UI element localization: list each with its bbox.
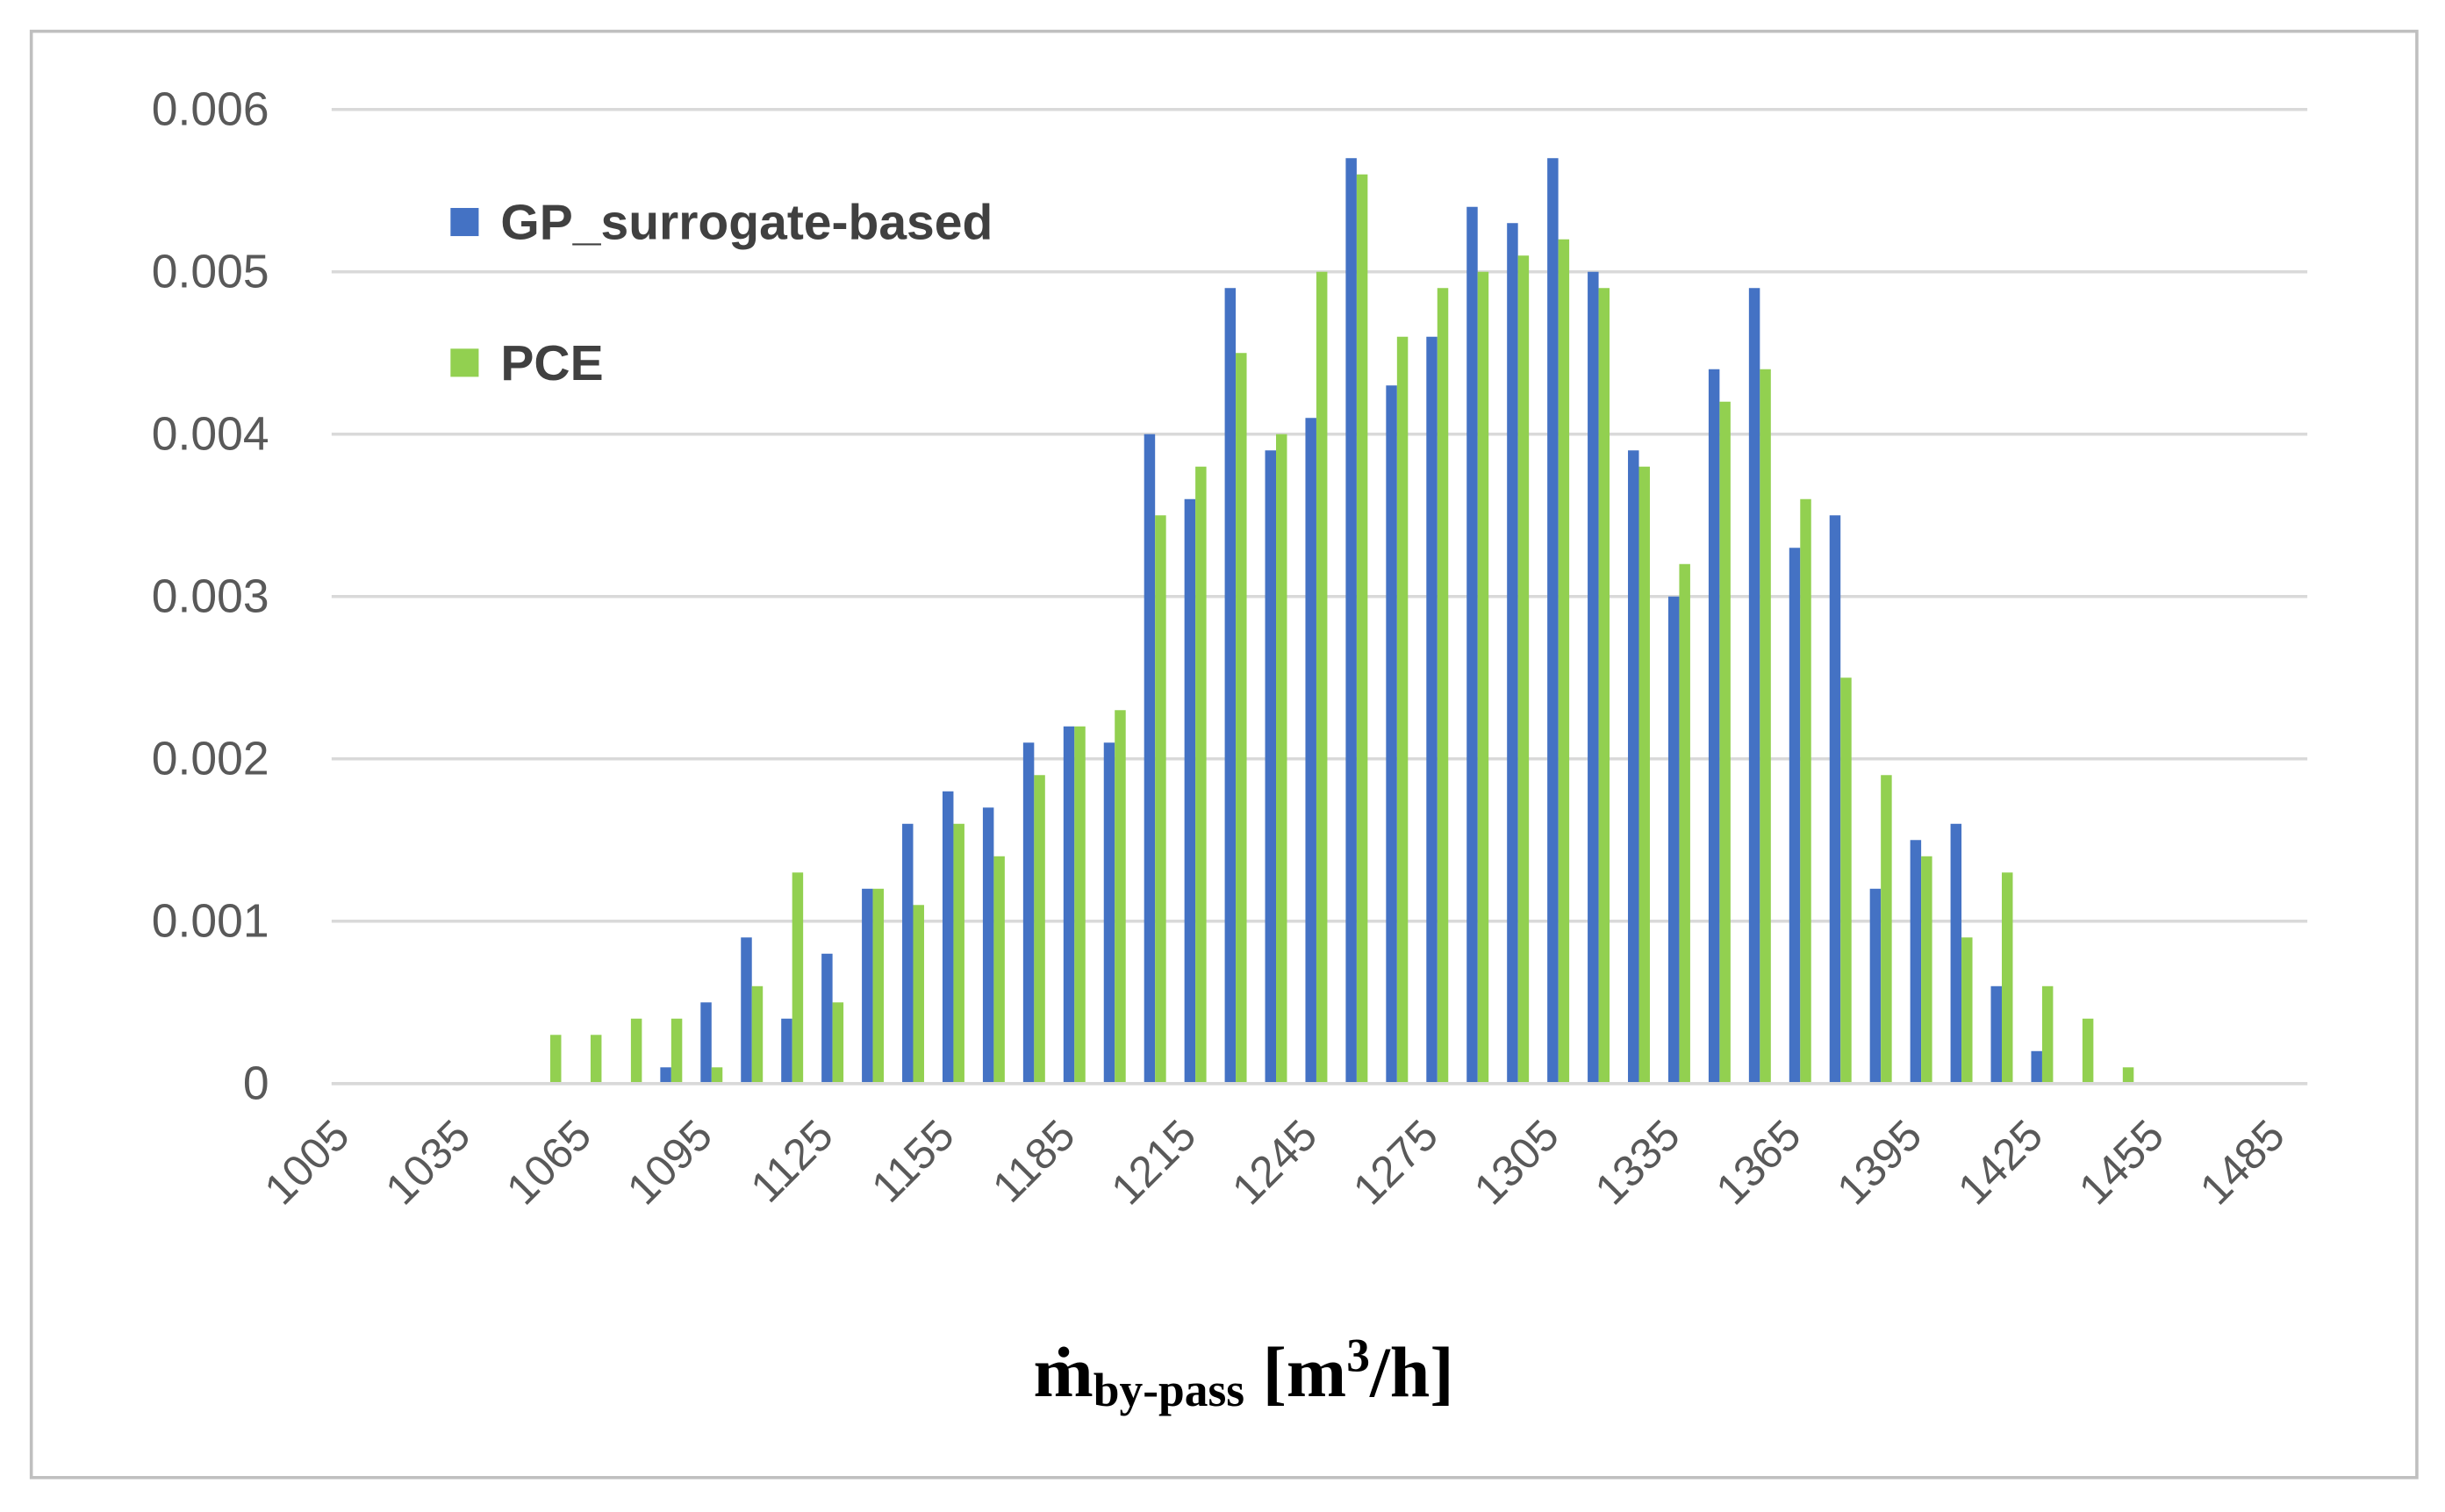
bar bbox=[590, 1035, 602, 1084]
bar bbox=[1840, 677, 1852, 1084]
x-title-sup: 3 bbox=[1346, 1329, 1370, 1382]
bar bbox=[1789, 548, 1801, 1084]
bar bbox=[670, 1018, 683, 1084]
bar bbox=[2041, 985, 2054, 1084]
bar bbox=[993, 856, 1005, 1084]
bar bbox=[1507, 223, 1518, 1084]
bar bbox=[1224, 288, 1237, 1084]
bar bbox=[1103, 742, 1115, 1084]
bar bbox=[1276, 434, 1287, 1084]
bar bbox=[1961, 937, 1973, 1084]
bar bbox=[1760, 369, 1771, 1084]
bar bbox=[1034, 775, 1045, 1084]
bar bbox=[1588, 271, 1599, 1084]
bar bbox=[1022, 742, 1035, 1084]
bar bbox=[913, 905, 924, 1084]
bar bbox=[1115, 710, 1126, 1084]
bar bbox=[1144, 434, 1156, 1084]
bar bbox=[1063, 726, 1075, 1084]
y-tick-label: 0.003 bbox=[152, 571, 269, 623]
bar bbox=[1305, 418, 1316, 1084]
y-tick-label: 0.005 bbox=[152, 247, 269, 298]
bar bbox=[1921, 856, 1932, 1084]
y-tick-label: 0.006 bbox=[152, 84, 269, 136]
y-tick-label: 0 bbox=[243, 1058, 269, 1110]
bar bbox=[1950, 823, 1962, 1084]
bar bbox=[2031, 1050, 2042, 1084]
bar bbox=[711, 1067, 723, 1084]
bar bbox=[1074, 726, 1086, 1084]
x-axis-title: ṁby-pass [m3/h] bbox=[1033, 1329, 1453, 1416]
legend-label: GP_surrogate-based bbox=[500, 195, 993, 251]
bar bbox=[1466, 206, 1478, 1084]
x-title-unit: [m bbox=[1244, 1332, 1346, 1412]
bar bbox=[942, 791, 954, 1084]
bar bbox=[1265, 450, 1277, 1084]
bar bbox=[1869, 888, 1882, 1084]
y-tick-label: 0.004 bbox=[152, 409, 269, 461]
chart-border bbox=[29, 29, 2419, 1480]
bar bbox=[1547, 158, 1559, 1084]
legend-swatch bbox=[450, 207, 479, 237]
bar bbox=[1800, 498, 1811, 1084]
bar bbox=[2001, 872, 2013, 1084]
bar bbox=[832, 1002, 844, 1084]
y-tick-label: 0.002 bbox=[152, 734, 269, 785]
bar bbox=[1558, 239, 1570, 1084]
bar bbox=[902, 823, 914, 1084]
bar bbox=[1638, 466, 1650, 1084]
bar bbox=[1356, 174, 1368, 1084]
legend-label: PCE bbox=[500, 335, 603, 391]
y-tick-label: 0.001 bbox=[152, 896, 269, 948]
x-title-sub: by-pass bbox=[1093, 1364, 1244, 1416]
bar bbox=[1396, 336, 1409, 1084]
bar bbox=[1708, 369, 1720, 1084]
bar bbox=[872, 888, 885, 1084]
bar bbox=[1910, 840, 1922, 1084]
bar bbox=[2122, 1067, 2134, 1084]
bar bbox=[1667, 596, 1680, 1084]
bar bbox=[781, 1018, 792, 1084]
bar bbox=[1598, 288, 1610, 1084]
bar bbox=[700, 1002, 712, 1084]
bar bbox=[953, 823, 964, 1084]
bar bbox=[1184, 498, 1196, 1084]
bar bbox=[821, 953, 833, 1084]
bar bbox=[1195, 466, 1207, 1084]
bar bbox=[862, 888, 873, 1084]
bar bbox=[1829, 515, 1841, 1084]
bar bbox=[741, 937, 752, 1084]
bar bbox=[1990, 985, 2002, 1084]
bar bbox=[1386, 385, 1397, 1084]
bar bbox=[751, 985, 764, 1084]
bar bbox=[792, 872, 804, 1084]
bar bbox=[2082, 1018, 2094, 1084]
legend-swatch bbox=[450, 348, 479, 377]
bar bbox=[1316, 271, 1328, 1084]
bar bbox=[1236, 353, 1247, 1084]
x-title-end: /h] bbox=[1369, 1332, 1454, 1412]
bar bbox=[1679, 563, 1690, 1084]
bar bbox=[660, 1067, 671, 1084]
x-title-main: ṁ bbox=[1033, 1332, 1093, 1412]
bar bbox=[1748, 288, 1760, 1084]
bar bbox=[1719, 401, 1731, 1084]
bar bbox=[630, 1018, 642, 1084]
bar bbox=[1517, 255, 1530, 1084]
bar bbox=[1628, 450, 1639, 1084]
bar bbox=[1477, 271, 1489, 1084]
bar bbox=[1155, 515, 1166, 1084]
bar bbox=[550, 1035, 562, 1084]
bar bbox=[1345, 158, 1357, 1084]
bar bbox=[1437, 288, 1449, 1084]
bar bbox=[982, 807, 994, 1084]
bar bbox=[1881, 775, 1892, 1084]
bar bbox=[1426, 336, 1438, 1084]
